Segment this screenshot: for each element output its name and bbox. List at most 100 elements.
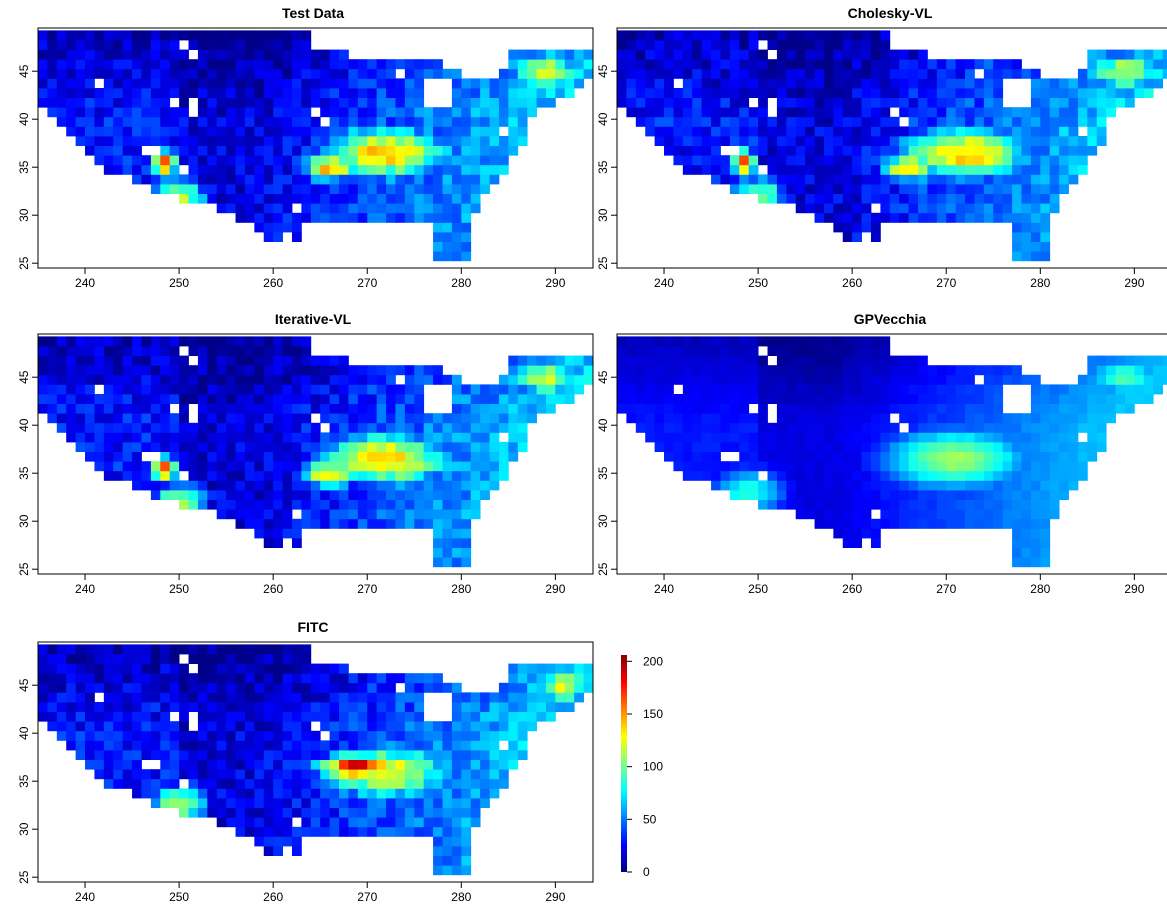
heatmap-cell (451, 68, 462, 79)
heatmap-cell (451, 222, 462, 233)
heatmap-cell (423, 673, 434, 684)
heatmap-cell (814, 136, 825, 146)
heatmap-cell (936, 499, 947, 510)
heatmap-cell (880, 78, 891, 89)
heatmap-cell (536, 384, 547, 395)
heatmap-cell (357, 740, 368, 751)
heatmap-cell (664, 442, 674, 452)
heatmap-cell (254, 384, 265, 395)
heatmap-cell (852, 346, 862, 356)
heatmap-cell (711, 442, 721, 452)
heatmap-cell (207, 750, 218, 760)
heatmap-cell (301, 193, 312, 204)
heatmap-cell (701, 394, 712, 404)
heatmap-cell (786, 499, 797, 510)
heatmap-cell (320, 374, 331, 385)
heatmap-cell (367, 59, 378, 70)
heatmap-cell (188, 759, 199, 770)
heatmap-cell (955, 461, 966, 472)
heatmap-cell (141, 740, 152, 751)
heatmap-cell (226, 59, 236, 70)
heatmap-cell (936, 518, 947, 529)
x-tick-label: 240 (75, 582, 95, 596)
heatmap-cell (711, 374, 721, 385)
heatmap-cell (795, 499, 806, 510)
heatmap-cell (254, 499, 265, 510)
heatmap-cell (776, 346, 787, 356)
heatmap-cell (823, 136, 834, 146)
heatmap-cell (936, 490, 947, 500)
heatmap-cell (758, 145, 768, 156)
heatmap-cell (1012, 528, 1022, 539)
heatmap-cell (179, 374, 189, 385)
heatmap-cell (870, 490, 881, 500)
heatmap-cell (451, 374, 462, 385)
heatmap-cell (291, 164, 302, 175)
heatmap-cell (414, 184, 425, 194)
heatmap-cell (376, 374, 387, 385)
heatmap-cell (564, 88, 575, 98)
heatmap-cell (673, 403, 684, 414)
heatmap-cell (254, 374, 265, 385)
heatmap-cell (1068, 116, 1079, 127)
heatmap-cell (244, 384, 255, 395)
heatmap-cell (160, 136, 171, 146)
heatmap-cell (395, 184, 406, 194)
plot-frame (37, 641, 594, 883)
heatmap-cell (645, 97, 656, 108)
heatmap-cell (197, 374, 208, 385)
heatmap-cell (701, 136, 712, 146)
heatmap-cell (1059, 413, 1069, 424)
heatmap-cell (169, 769, 180, 780)
heatmap-cell (451, 817, 462, 828)
heatmap-cell (861, 68, 872, 79)
heatmap-cell (758, 155, 768, 166)
heatmap-cell (480, 788, 490, 799)
heatmap-cell (56, 346, 67, 356)
heatmap-cell (946, 126, 957, 137)
heatmap-cell (974, 480, 985, 491)
heatmap-cell (1068, 432, 1079, 443)
heatmap-cell (489, 384, 500, 395)
heatmap-cell (842, 480, 853, 491)
heatmap-cell (1012, 451, 1022, 462)
heatmap-cell (1030, 509, 1041, 520)
heatmap-cell (226, 644, 236, 655)
heatmap-cell (861, 518, 872, 529)
heatmap-cell (1040, 88, 1051, 98)
heatmap-cell (395, 702, 406, 712)
heatmap-cell (517, 126, 528, 137)
heatmap-cell (1077, 88, 1088, 98)
heatmap-cell (339, 461, 349, 472)
heatmap-cell (673, 68, 684, 79)
heatmap-cell (433, 222, 443, 233)
heatmap-cell (870, 461, 881, 472)
heatmap-cell (376, 432, 387, 443)
heatmap-cell (85, 442, 95, 452)
panel-cholesky-vl: Cholesky-VL 240 250 260 270 280 290 253035404… (596, 5, 1167, 290)
heatmap-cell (423, 59, 434, 70)
heatmap-cell (692, 403, 703, 414)
heatmap-cell (207, 164, 218, 175)
heatmap-cell (842, 203, 853, 214)
heatmap-cell (842, 40, 853, 50)
heatmap-cell (263, 499, 274, 510)
heatmap-cell (1115, 88, 1126, 98)
heatmap-cell (282, 432, 293, 443)
heatmap-cell (767, 490, 778, 500)
heatmap-cell (833, 518, 844, 529)
heatmap-cell (197, 365, 208, 376)
heatmap-cell (758, 97, 768, 108)
heatmap-cell (654, 59, 665, 70)
heatmap-cell (795, 509, 806, 520)
heatmap-cell (291, 451, 302, 462)
heatmap-cell (823, 30, 834, 41)
heatmap-cell (75, 442, 86, 452)
heatmap-cell (842, 155, 853, 166)
heatmap-cell (626, 88, 637, 98)
heatmap-cell (150, 422, 161, 433)
heatmap-cell (113, 59, 124, 70)
heatmap-cell (282, 692, 293, 703)
heatmap-cell (113, 432, 124, 443)
heatmap-cell (527, 68, 537, 79)
